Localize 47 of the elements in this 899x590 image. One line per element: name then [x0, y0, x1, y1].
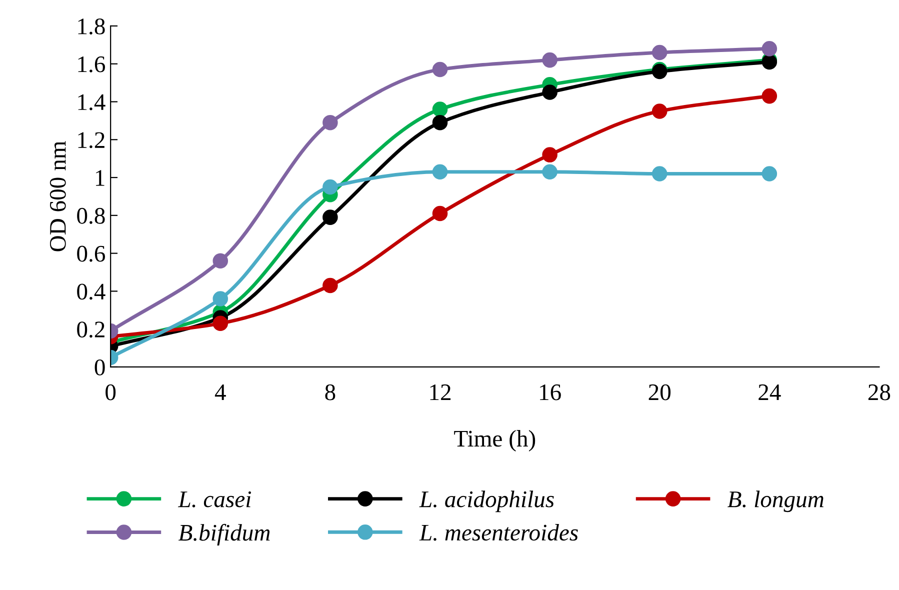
legend-label: L. acidophilus — [419, 490, 554, 512]
legend-label: L. casei — [178, 491, 251, 508]
y-tick-label: 1.4 — [78, 94, 106, 110]
point — [322, 210, 338, 225]
x-tick-label: 20 — [648, 384, 671, 400]
point — [432, 102, 448, 117]
point — [542, 52, 558, 68]
point — [542, 147, 558, 162]
x-tick-label: 28 — [868, 384, 890, 400]
point — [322, 278, 338, 294]
point — [542, 84, 558, 100]
point — [762, 41, 778, 56]
point — [322, 114, 338, 130]
y-tick-label: 1.6 — [78, 56, 106, 72]
point — [652, 166, 668, 182]
point — [432, 62, 448, 78]
y-tick-label: 0.8 — [77, 208, 105, 224]
x-tick-label: 16 — [540, 384, 561, 400]
legend-label: L. mesenteroides — [419, 524, 578, 541]
point — [432, 164, 448, 180]
point — [322, 179, 338, 195]
y-tick-label: 0 — [94, 359, 105, 376]
x-tick-label: 24 — [758, 384, 781, 400]
x-tick-label: 8 — [325, 384, 336, 400]
x-axis-title: Time (h) — [454, 430, 536, 452]
point — [762, 166, 778, 182]
point — [212, 253, 228, 269]
point — [762, 88, 778, 104]
y-tick-label: 0.4 — [77, 284, 106, 300]
y-tick-label: 1.2 — [78, 132, 104, 148]
y-axis-title: OD 600 nm — [50, 141, 66, 252]
y-tick-label: 1.8 — [78, 18, 105, 34]
point — [212, 291, 228, 306]
y-tick-label: 0.2 — [77, 322, 104, 338]
point — [542, 164, 558, 180]
point — [432, 114, 448, 130]
point — [212, 316, 228, 332]
point — [432, 206, 448, 222]
x-tick-label: 4 — [214, 384, 226, 400]
legend-label: B.bifidum — [178, 524, 270, 546]
point — [652, 104, 668, 119]
y-tick-label: 1 — [96, 170, 104, 186]
x-tick-label: 12 — [430, 384, 450, 400]
x-tick-label: 0 — [106, 384, 116, 400]
point — [652, 44, 668, 60]
legend-label: B. longum — [728, 490, 824, 512]
y-tick-label: 0.6 — [77, 246, 106, 262]
